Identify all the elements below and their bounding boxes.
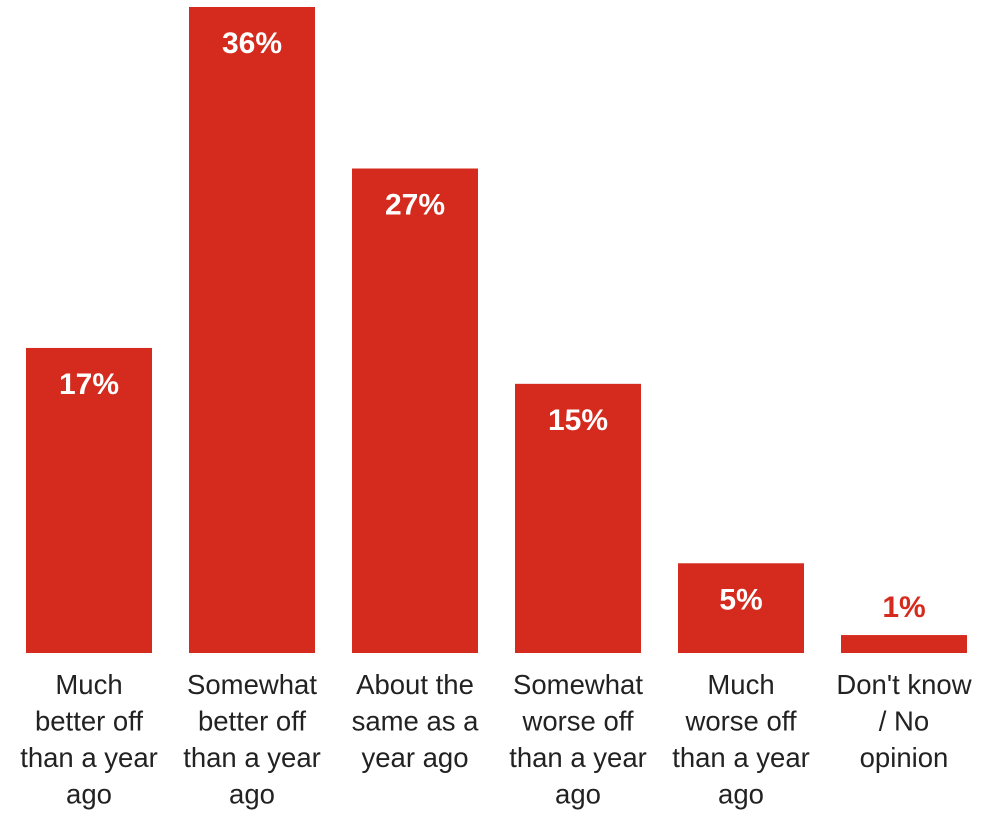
category-label-1: Much better off than a year ago bbox=[20, 669, 158, 810]
category-label-3: About the same as a year ago bbox=[352, 669, 480, 773]
bar-value-label-5: 5% bbox=[719, 583, 762, 616]
bar-2 bbox=[189, 7, 315, 653]
bar-value-label-3: 27% bbox=[385, 189, 445, 222]
bar-value-label-2: 36% bbox=[222, 27, 282, 60]
bar-value-label-4: 15% bbox=[548, 404, 608, 437]
category-label-4: Somewhat worse off than a year ago bbox=[509, 669, 647, 810]
bar-5 bbox=[678, 563, 804, 653]
bar-4 bbox=[515, 383, 641, 653]
bar-3 bbox=[352, 168, 478, 653]
bar-1 bbox=[26, 347, 152, 653]
bar-value-label-6: 1% bbox=[882, 591, 925, 624]
category-label-6: Don't know / No opinion bbox=[836, 669, 971, 773]
bar-6 bbox=[841, 635, 967, 653]
category-label-5: Much worse off than a year ago bbox=[672, 669, 810, 810]
bar-value-label-1: 17% bbox=[59, 368, 119, 401]
category-label-2: Somewhat better off than a year ago bbox=[183, 669, 321, 810]
